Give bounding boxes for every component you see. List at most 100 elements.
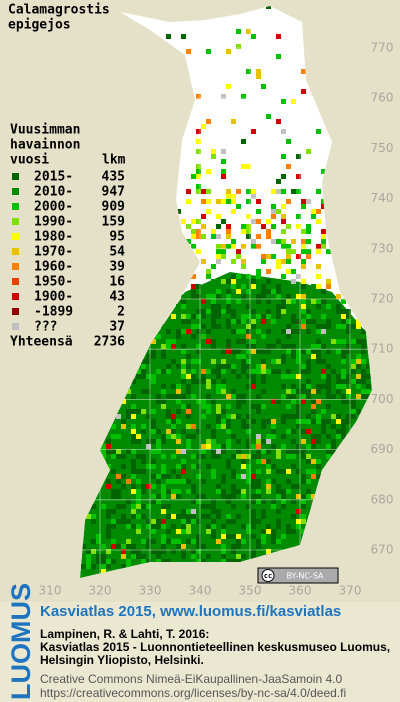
map-cell	[281, 349, 286, 354]
map-cell	[201, 404, 206, 409]
map-cell	[181, 414, 186, 419]
map-cell	[286, 429, 291, 434]
map-cell	[206, 49, 211, 54]
map-cell	[221, 159, 226, 164]
map-cell	[276, 359, 281, 364]
map-cell	[266, 524, 271, 529]
map-cell	[281, 384, 286, 389]
map-cell	[251, 519, 256, 524]
map-cell	[206, 269, 211, 274]
map-cell	[186, 314, 191, 319]
map-cell	[296, 359, 301, 364]
map-cell	[201, 399, 206, 404]
map-cell	[246, 329, 251, 334]
map-cell	[306, 254, 311, 259]
map-cell	[251, 354, 256, 359]
map-cell	[346, 394, 351, 399]
legend-label: ???	[34, 320, 57, 335]
map-cell	[196, 359, 201, 364]
map-cell	[336, 379, 341, 384]
map-cell	[256, 434, 261, 439]
map-cell	[301, 474, 306, 479]
map-cell	[186, 324, 191, 329]
map-cell	[151, 464, 156, 469]
map-cell	[221, 354, 226, 359]
map-cell	[226, 84, 231, 89]
map-cell	[241, 364, 246, 369]
map-cell	[291, 529, 296, 534]
map-cell	[306, 399, 311, 404]
map-cell	[226, 424, 231, 429]
map-cell	[266, 299, 271, 304]
map-cell	[181, 469, 186, 474]
map-cell	[146, 449, 151, 454]
map-cell	[251, 349, 256, 354]
map-cell	[181, 369, 186, 374]
map-cell	[136, 499, 141, 504]
map-cell	[221, 379, 226, 384]
map-cell	[306, 494, 311, 499]
map-cell	[301, 199, 306, 204]
map-cell	[131, 439, 136, 444]
map-cell	[171, 359, 176, 364]
map-cell	[211, 229, 216, 234]
map-cell	[151, 534, 156, 539]
map-cell	[321, 169, 326, 174]
map-cell	[261, 319, 266, 324]
map-cell	[251, 129, 256, 134]
map-cell	[176, 544, 181, 549]
map-cell	[266, 449, 271, 454]
map-cell	[251, 389, 256, 394]
map-cell	[151, 429, 156, 434]
map-cell	[241, 379, 246, 384]
map-cell	[351, 409, 356, 414]
map-cell	[221, 244, 226, 249]
map-cell	[191, 219, 196, 224]
map-cell	[251, 379, 256, 384]
map-cell	[171, 454, 176, 459]
legend-count: 947	[102, 185, 125, 200]
map-cell	[251, 474, 256, 479]
map-cell	[286, 314, 291, 319]
map-cell	[316, 439, 321, 444]
map-cell	[196, 129, 201, 134]
map-cell	[251, 449, 256, 454]
map-cell	[331, 339, 336, 344]
legend-count: 43	[109, 290, 125, 305]
map-cell	[171, 469, 176, 474]
map-cell	[311, 379, 316, 384]
map-cell	[161, 469, 166, 474]
map-cell	[241, 549, 246, 554]
map-cell	[296, 464, 301, 469]
map-cell	[121, 454, 126, 459]
map-cell	[306, 344, 311, 349]
map-cell	[116, 469, 121, 474]
map-cell	[101, 454, 106, 459]
map-cell	[161, 344, 166, 349]
map-cell	[136, 369, 141, 374]
map-cell	[126, 549, 131, 554]
map-cell	[106, 459, 111, 464]
map-cell	[321, 449, 326, 454]
map-cell	[321, 409, 326, 414]
map-cell	[131, 509, 136, 514]
map-cell	[246, 189, 251, 194]
map-cell	[311, 394, 316, 399]
map-cell	[241, 244, 246, 249]
map-cell	[166, 404, 171, 409]
map-cell	[336, 309, 341, 314]
map-cell	[251, 409, 256, 414]
map-cell	[211, 434, 216, 439]
map-cell	[151, 424, 156, 429]
map-cell	[301, 454, 306, 459]
map-cell	[311, 409, 316, 414]
map-cell	[261, 324, 266, 329]
map-cell	[161, 534, 166, 539]
map-cell	[241, 459, 246, 464]
map-cell	[246, 504, 251, 509]
map-cell	[191, 244, 196, 249]
map-cell	[116, 564, 121, 569]
map-cell	[221, 479, 226, 484]
map-cell	[271, 379, 276, 384]
map-cell	[311, 399, 316, 404]
